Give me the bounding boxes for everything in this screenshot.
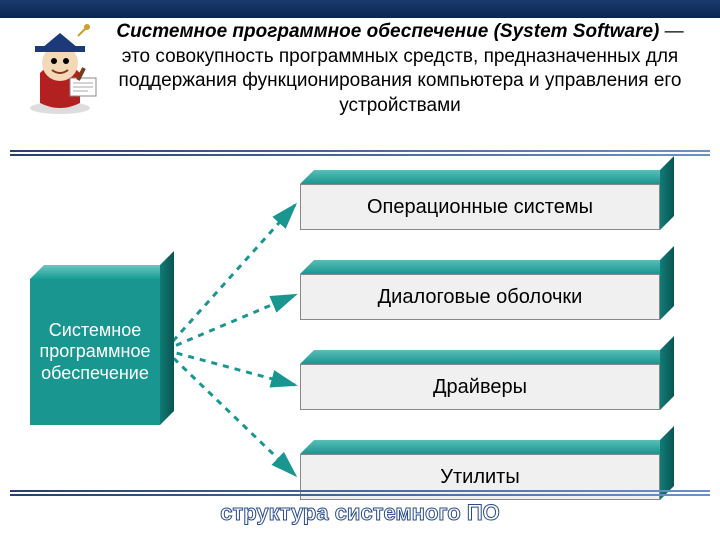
diagram: Системное программное обеспечение Операц… (0, 160, 720, 480)
divider-bottom (10, 490, 710, 496)
target-node: Драйверы (300, 350, 660, 410)
source-label: Системное программное обеспечение (38, 320, 152, 385)
target-node: Диалоговые оболочки (300, 260, 660, 320)
divider-top (10, 150, 710, 156)
definition-block: Системное программное обеспечение (Syste… (0, 20, 720, 119)
source-node: Системное программное обеспечение (30, 265, 160, 425)
top-bar (0, 0, 720, 18)
target-label: Драйверы (433, 376, 527, 399)
target-label: Утилиты (440, 466, 519, 489)
target-label: Диалоговые оболочки (378, 286, 583, 309)
caption: структура системного ПО (0, 500, 720, 526)
title: Системное программное обеспечение (Syste… (116, 21, 659, 42)
target-label: Операционные системы (367, 196, 593, 219)
target-node: Операционные системы (300, 170, 660, 230)
